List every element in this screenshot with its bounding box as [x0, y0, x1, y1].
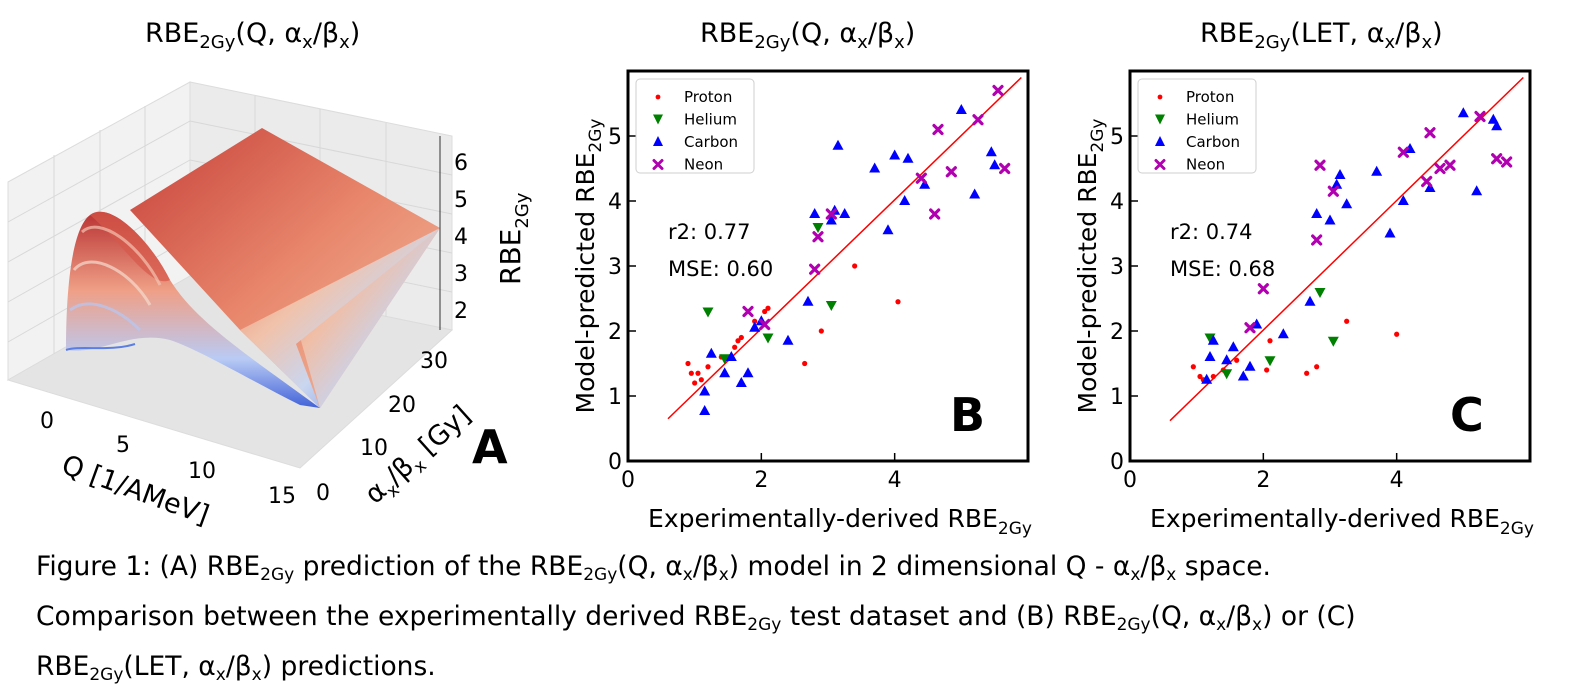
- y-tick-label: 0: [608, 450, 622, 475]
- x-tick-label: 4: [1390, 468, 1404, 493]
- legend-marker-proton: [1158, 95, 1163, 100]
- x-tick-label: 0: [621, 468, 635, 493]
- legend-marker-proton: [656, 95, 661, 100]
- proton-point: [1304, 371, 1309, 376]
- y-tick-label: 4: [1110, 190, 1124, 215]
- panel-letter-c: C: [1450, 388, 1484, 442]
- proton-point: [1344, 319, 1349, 324]
- legend-label: Neon: [1186, 156, 1225, 174]
- legend-label: Helium: [684, 111, 737, 129]
- proton-point: [819, 328, 824, 333]
- legend-label: Helium: [1186, 111, 1239, 129]
- proton-point: [1191, 364, 1196, 369]
- y-tick: 0: [316, 481, 330, 506]
- legend-label: Proton: [684, 88, 732, 106]
- x-axis-label: Experimentally-derived RBE2Gy: [1150, 504, 1534, 539]
- r2-annotation: r2: 0.74: [1170, 220, 1253, 244]
- proton-point: [765, 306, 770, 311]
- proton-point: [695, 371, 700, 376]
- caption-line-3: RBE2Gy(LET, αx/βx) predictions.: [36, 646, 1556, 696]
- proton-point: [705, 364, 710, 369]
- y-tick-label: 4: [608, 190, 622, 215]
- panel-letter-b: B: [950, 388, 985, 442]
- caption-line-2: Comparison between the experimentally de…: [36, 596, 1556, 646]
- legend-label: Carbon: [684, 133, 738, 151]
- proton-point: [689, 371, 694, 376]
- x-tick-label: 2: [754, 468, 768, 493]
- proton-point: [692, 380, 697, 385]
- x-tick-label: 2: [1256, 468, 1270, 493]
- panel-letter-a: A: [472, 420, 508, 474]
- proton-point: [739, 335, 744, 340]
- z-tick: 3: [454, 262, 468, 287]
- y-tick-label: 3: [608, 255, 622, 280]
- scatter-chart-c: 0 2 4 0 1 2 3 4 5 Proton Helium Carbon Neon r2: 0.74 M…: [1062, 40, 1562, 560]
- y-tick-label: 5: [1110, 125, 1124, 150]
- scatter-chart-b: 0 2 4 0 1 2 3 4 5 Proton Helium Carbon Neon r2: 0.77 M…: [560, 40, 1060, 560]
- mse-annotation: MSE: 0.68: [1170, 257, 1275, 281]
- x-axis-label: Experimentally-derived RBE2Gy: [648, 504, 1032, 539]
- y-axis-label: Model-predicted RBE2Gy: [571, 119, 606, 414]
- proton-point: [802, 361, 807, 366]
- proton-point: [852, 263, 857, 268]
- z-tick: 5: [454, 188, 468, 213]
- z-tick: 6: [454, 151, 468, 176]
- y-tick-label: 1: [1110, 385, 1124, 410]
- y-tick-label: 2: [1110, 320, 1124, 345]
- legend-label: Carbon: [1186, 133, 1240, 151]
- x-tick: 0: [40, 409, 54, 434]
- y-tick-label: 3: [1110, 255, 1124, 280]
- z-tick: 4: [454, 225, 468, 250]
- y-tick: 30: [420, 349, 448, 374]
- proton-point: [1267, 338, 1272, 343]
- legend-label: Neon: [684, 156, 723, 174]
- proton-point: [699, 377, 704, 382]
- legend-label: Proton: [1186, 88, 1234, 106]
- proton-point: [1394, 332, 1399, 337]
- mse-annotation: MSE: 0.60: [668, 257, 773, 281]
- x-tick-label: 0: [1123, 468, 1137, 493]
- panel-a-title: RBE2Gy(Q, αx/βx): [145, 18, 360, 53]
- legend: Proton Helium Carbon Neon: [1138, 79, 1256, 174]
- caption-line-1: Figure 1: (A) RBE2Gy prediction of the R…: [36, 546, 1556, 596]
- x-tick: 5: [116, 433, 130, 458]
- proton-point: [1211, 374, 1216, 379]
- proton-point: [1264, 367, 1269, 372]
- proton-point: [1234, 358, 1239, 363]
- y-tick-label: 2: [608, 320, 622, 345]
- r2-annotation: r2: 0.77: [668, 220, 751, 244]
- z-axis: 6 5 4 3 2 RBE2Gy: [440, 136, 533, 330]
- y-tick-label: 1: [608, 385, 622, 410]
- x-tick-label: 4: [888, 468, 902, 493]
- y-tick-label: 0: [1110, 450, 1124, 475]
- x-tick: 15: [268, 484, 296, 509]
- z-axis-label: RBE2Gy: [494, 192, 533, 285]
- surface-plot-3d: 6 5 4 3 2 RBE2Gy 0 10 20 30 αx/βx [Gy] 0…: [0, 70, 540, 550]
- figure-caption: Figure 1: (A) RBE2Gy prediction of the R…: [36, 546, 1556, 696]
- y-axis-label: Model-predicted RBE2Gy: [1073, 119, 1108, 414]
- y-tick: 10: [360, 436, 388, 461]
- x-tick: 10: [188, 459, 216, 484]
- proton-point: [895, 299, 900, 304]
- z-tick: 2: [454, 299, 468, 324]
- proton-point: [732, 345, 737, 350]
- legend: Proton Helium Carbon Neon: [636, 79, 754, 174]
- proton-point: [1314, 364, 1319, 369]
- proton-point: [685, 361, 690, 366]
- y-tick: 20: [388, 393, 416, 418]
- y-tick-label: 5: [608, 125, 622, 150]
